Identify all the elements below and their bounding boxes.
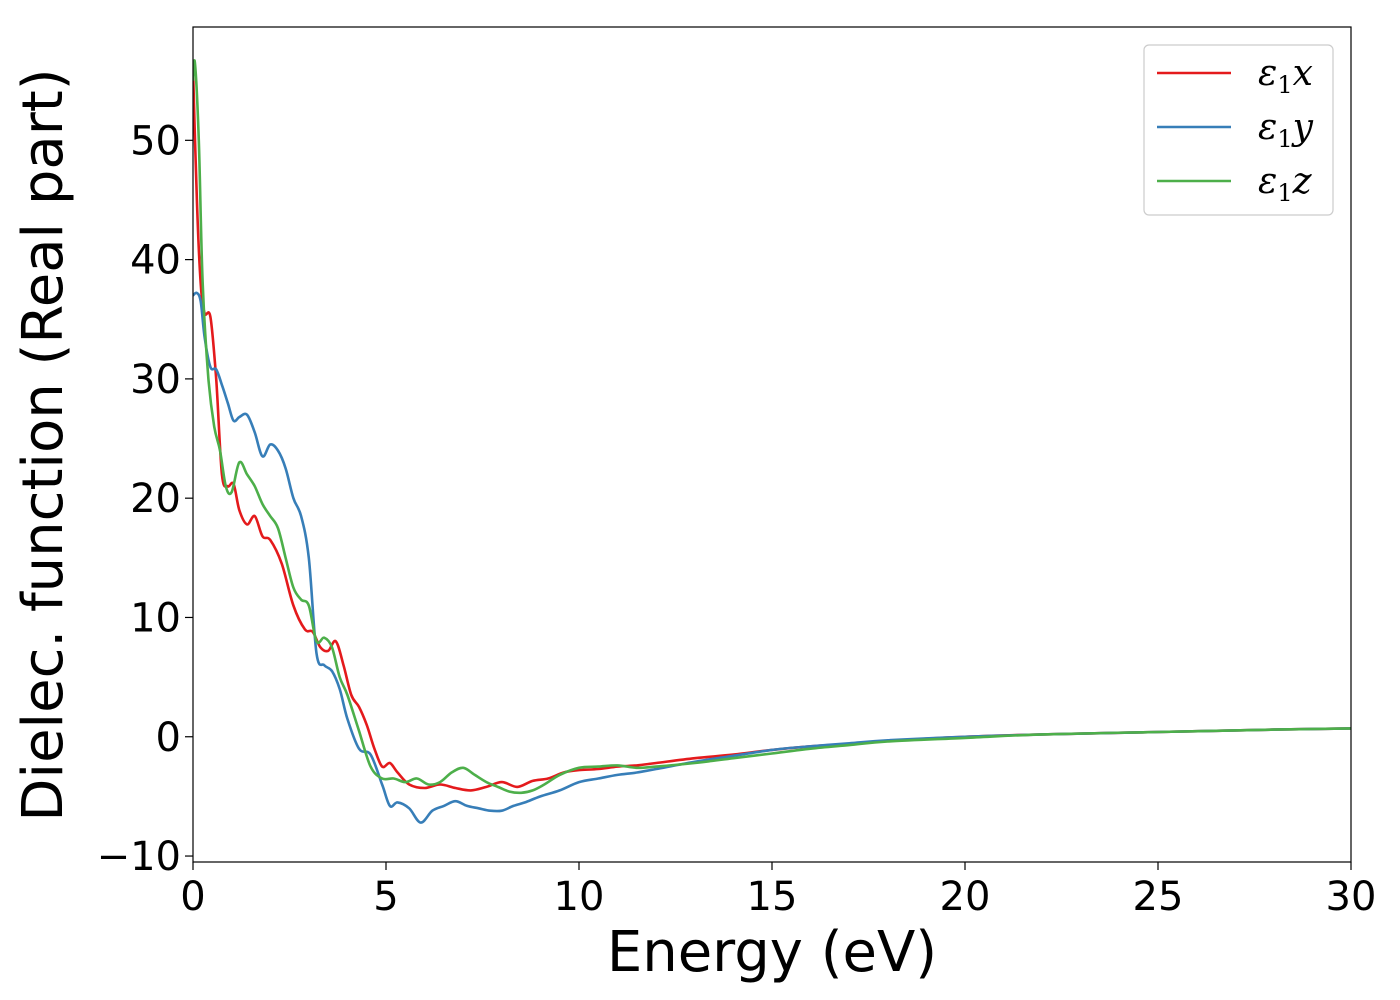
x-axis-ticks: 0 5 10 15 20 25 30 (180, 862, 1376, 920)
x-tick-label: 0 (180, 874, 205, 920)
legend-items: ε1x ε1y ε1z (1157, 53, 1314, 207)
legend-label-z: ε1z (1258, 161, 1313, 207)
y-axis-ticks: −10 0 10 20 30 40 50 (97, 118, 193, 880)
y-tick-label: 20 (130, 476, 181, 522)
legend-box (1143, 44, 1334, 216)
x-tick-label: 15 (747, 874, 798, 920)
series-line-y (193, 291, 1351, 824)
y-tick-label: 10 (130, 595, 181, 641)
y-tick-label: 30 (130, 357, 181, 403)
legend: ε1x ε1y ε1z (1143, 44, 1334, 216)
x-tick-label: 25 (1133, 874, 1184, 920)
series-line-z (193, 59, 1351, 795)
y-axis-label: Dielec. function (Real part) (11, 68, 76, 821)
legend-label-y: ε1y (1258, 107, 1314, 153)
x-tick-label: 20 (940, 874, 991, 920)
x-axis-label: Energy (eV) (607, 920, 937, 985)
series-layer (193, 59, 1351, 824)
y-tick-label: 0 (156, 715, 181, 761)
y-tick-label: −10 (97, 834, 181, 880)
legend-label-x: ε1x (1258, 53, 1313, 99)
x-tick-label: 5 (373, 874, 398, 920)
y-tick-label: 50 (130, 118, 181, 164)
x-tick-label: 30 (1326, 874, 1377, 920)
x-tick-label: 10 (554, 874, 605, 920)
y-tick-label: 40 (130, 238, 181, 284)
